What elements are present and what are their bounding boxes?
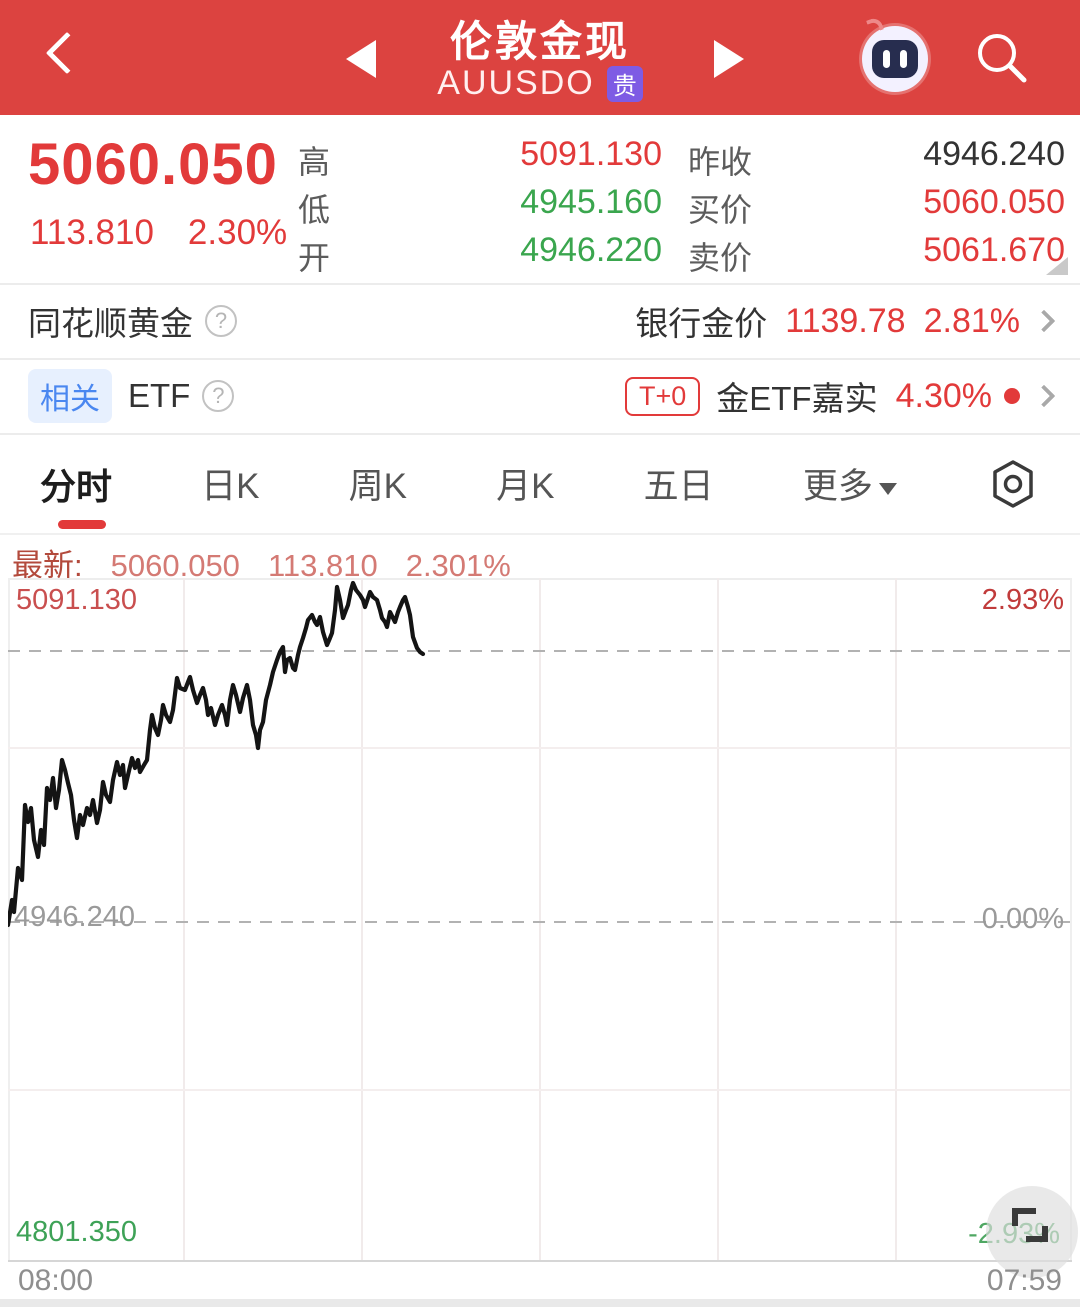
stat-value-high: 5091.130	[520, 135, 662, 173]
divider	[0, 358, 1080, 360]
app-header: 伦敦金现 AUUSDO 贵	[0, 0, 1080, 115]
time-axis: 08:00 07:59	[0, 1264, 1080, 1298]
expand-corner-icon[interactable]	[1046, 257, 1068, 275]
stat-value-open: 4946.220	[520, 231, 662, 269]
tab-five-day[interactable]: 五日	[643, 467, 714, 506]
chart-prevclose-label: 4946.240	[14, 901, 135, 933]
latest-label: 最新:	[12, 548, 83, 583]
divider	[0, 433, 1080, 435]
ths-gold-row[interactable]: 同花顺黄金 ? 银行金价 1139.78 2.81%	[0, 284, 1080, 358]
tab-weekly-k[interactable]: 周K	[348, 467, 408, 506]
latest-pct: 2.301%	[405, 548, 511, 583]
help-icon[interactable]: ?	[205, 305, 237, 337]
stat-value-prevclose: 4946.240	[923, 135, 1065, 173]
chart-tab-bar: 分时 日K 周K 月K 五日 更多	[0, 434, 1080, 533]
prev-instrument-icon[interactable]	[346, 40, 376, 78]
rotate-screen-button[interactable]	[986, 1186, 1078, 1278]
price-change: 113.810 2.30%	[30, 213, 287, 253]
stat-value-bid: 5060.050	[923, 183, 1065, 221]
stat-value-ask: 5061.670	[923, 231, 1065, 269]
tab-daily-k[interactable]: 日K	[201, 467, 260, 506]
tplus0-badge: T+0	[624, 376, 701, 416]
stat-label-high: 高	[298, 144, 331, 180]
stat-value-low: 4945.160	[520, 183, 662, 221]
chart-high-pct: 2.93%	[981, 584, 1064, 616]
stat-label-bid: 买价	[688, 192, 753, 228]
quote-panel[interactable]: 5060.050 113.810 2.30% 高 低 开 5091.130 49…	[0, 115, 1080, 283]
stat-label-open: 开	[298, 240, 331, 276]
etf-title: ETF	[128, 377, 191, 414]
etf-name: 金ETF嘉实	[716, 380, 878, 417]
divider	[0, 533, 1080, 535]
caret-down-icon	[878, 482, 897, 495]
ths-gold-title: 同花顺黄金	[28, 305, 193, 342]
bank-gold-label: 银行金价	[635, 305, 768, 342]
tab-more[interactable]: 更多	[803, 458, 897, 509]
robot-face	[872, 40, 918, 78]
divider	[0, 283, 1080, 285]
time-start: 08:00	[18, 1264, 94, 1297]
etf-pct: 4.30%	[895, 376, 992, 415]
chart-zero-pct: 0.00%	[981, 903, 1064, 935]
rotate-screen-icon	[1012, 1208, 1036, 1226]
latest-readout: 最新: 5060.050 113.810 2.301%	[12, 540, 511, 585]
chevron-right-icon	[1032, 384, 1056, 408]
bank-gold-price: 1139.78	[785, 301, 906, 340]
minute-chart-canvas	[5, 578, 1072, 1262]
metal-badge: 贵	[606, 65, 643, 102]
stat-label-low: 低	[298, 192, 331, 228]
assistant-robot-icon[interactable]	[862, 16, 928, 92]
chart-settings-icon[interactable]	[986, 457, 1040, 511]
bank-gold-pct: 2.81%	[923, 301, 1020, 340]
help-icon[interactable]: ?	[202, 380, 235, 412]
symbol-row: AUUSDO 贵	[0, 64, 1080, 103]
latest-change: 113.810	[267, 548, 378, 583]
search-icon[interactable]	[972, 28, 1030, 86]
active-tab-indicator	[58, 520, 106, 529]
tab-monthly-k[interactable]: 月K	[496, 467, 555, 506]
live-dot-icon	[1004, 388, 1020, 404]
bottom-edge	[0, 1299, 1080, 1307]
symbol-label: AUUSDO	[437, 64, 595, 102]
change-percent: 2.30%	[187, 213, 288, 252]
price-chart[interactable]	[5, 578, 1072, 1262]
stat-label-prevclose: 昨收	[688, 144, 753, 180]
stat-label-ask: 卖价	[688, 240, 753, 276]
latest-price: 5060.050	[110, 548, 240, 583]
next-instrument-icon[interactable]	[714, 40, 744, 78]
chart-low-label: 4801.350	[16, 1216, 137, 1248]
tab-minute[interactable]: 分时	[40, 465, 113, 507]
chart-high-label: 5091.130	[16, 584, 137, 616]
price-line	[5, 580, 426, 928]
change-value: 113.810	[30, 213, 154, 252]
related-badge: 相关	[28, 369, 112, 423]
time-end: 07:59	[986, 1264, 1062, 1297]
chevron-right-icon	[1032, 309, 1056, 333]
related-etf-row[interactable]: 相关 ETF ? T+0 金ETF嘉实 4.30%	[0, 359, 1080, 433]
page-title: 伦敦金现	[449, 18, 630, 65]
last-price: 5060.050	[28, 132, 278, 197]
